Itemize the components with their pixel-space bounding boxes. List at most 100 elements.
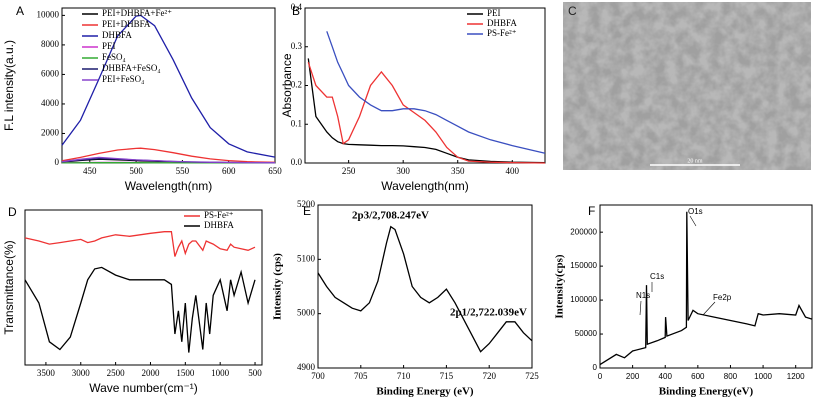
panel: 4900 5000 5100 5200 700 705 710 715 720 725 Bindin… xyxy=(272,199,540,397)
x-tick-label: 300 xyxy=(396,166,410,176)
x-axis-label: Binding Energy(eV) xyxy=(659,386,754,398)
panel: 3500 3000 2500 2000 1500 1000 500 Wave number(c… xyxy=(2,205,263,395)
legend-label: DHBFA xyxy=(102,30,132,40)
legend-label: DHBFA xyxy=(204,220,234,230)
series-line xyxy=(317,225,533,353)
x-tick-label: 350 xyxy=(451,166,465,176)
x-tick-label: 705 xyxy=(354,371,368,381)
y-tick-label: 200000 xyxy=(570,227,597,236)
legend-label: PEI+FeSO₄ xyxy=(102,74,144,84)
legend-label: FeSO₄ xyxy=(102,52,126,62)
x-tick-label: 650 xyxy=(268,166,282,176)
tem-texture xyxy=(563,2,811,170)
y-tick-label: 5200 xyxy=(297,199,316,209)
x-tick-label: 720 xyxy=(482,371,496,381)
legend-label: PEI+DHBFA+Fe²⁺ xyxy=(102,8,172,18)
y-tick-label: 0.0 xyxy=(291,157,303,167)
series-line xyxy=(24,231,256,257)
x-tick-label: 0 xyxy=(598,372,603,381)
legend-label: PS-Fe²⁺ xyxy=(487,28,517,38)
plot-frame xyxy=(61,7,276,164)
x-tick-label: 710 xyxy=(397,371,411,381)
series-line xyxy=(61,147,276,163)
y-tick-label: 2000 xyxy=(41,128,60,138)
legend-label: PEI xyxy=(487,8,501,18)
series-line xyxy=(599,211,813,366)
annotation: N1s xyxy=(636,291,650,300)
annotation: Fe2p xyxy=(713,293,732,302)
panel-label: D xyxy=(8,205,17,219)
y-tick-label: 5100 xyxy=(297,253,316,263)
x-tick-label: 400 xyxy=(659,372,673,381)
annotation: O1s xyxy=(688,207,703,216)
y-tick-label: 0.1 xyxy=(291,118,302,128)
x-tick-label: 500 xyxy=(248,368,262,378)
x-tick-label: 600 xyxy=(222,166,236,176)
y-tick-label: 0.4 xyxy=(291,2,303,12)
legend-label: DHBFA+FeSO₄ xyxy=(102,63,161,73)
y-tick-label: 150000 xyxy=(570,261,597,270)
x-tick-label: 700 xyxy=(311,371,325,381)
series-line xyxy=(61,156,276,164)
y-tick-label: 50000 xyxy=(575,329,598,338)
annotation-pointer xyxy=(689,215,697,227)
x-tick-label: 715 xyxy=(440,371,454,381)
x-tick-label: 3000 xyxy=(72,368,91,378)
legend-label: PEI xyxy=(102,41,116,51)
series-line xyxy=(61,14,276,158)
x-tick-label: 1200 xyxy=(787,372,805,381)
x-axis-label: Wavelength(nm) xyxy=(381,179,469,193)
panel-label: B xyxy=(292,4,300,18)
y-axis-label: Absorbance xyxy=(280,53,294,117)
y-axis-label: Intensity (cps) xyxy=(272,253,284,320)
series-line xyxy=(307,62,546,164)
y-tick-label: 5000 xyxy=(297,308,316,318)
y-axis-label: Transmittance(%) xyxy=(2,240,16,334)
panel: 0 2000 4000 6000 8000 10000 450 500 550 600 650 Wav… xyxy=(2,4,282,193)
annotation: 2p3/2,708.247eV xyxy=(352,210,429,222)
x-axis-label: Binding Energy (eV) xyxy=(376,386,474,398)
panel-label: F xyxy=(588,204,595,218)
panel: 0.0 0.1 0.2 0.3 0.4 250 300 350 400 Wavelength(nm… xyxy=(280,2,546,193)
scale-bar-label: 20 nm xyxy=(687,158,703,164)
x-tick-label: 800 xyxy=(724,372,738,381)
x-tick-label: 250 xyxy=(342,166,356,176)
legend-label: PEI+DHBFA xyxy=(102,19,151,29)
panel: 0 50000 100000 150000 200000 0 200 400 600 800 100… xyxy=(554,204,813,398)
x-tick-label: 500 xyxy=(129,166,143,176)
y-tick-label: 8000 xyxy=(41,39,60,49)
x-tick-label: 600 xyxy=(691,372,705,381)
x-axis-label: Wave number(cm⁻¹) xyxy=(89,381,198,395)
x-tick-label: 2000 xyxy=(141,368,160,378)
panel-label: A xyxy=(16,4,24,18)
y-tick-label: 10000 xyxy=(37,9,60,19)
x-tick-label: 725 xyxy=(525,371,539,381)
x-tick-label: 3500 xyxy=(37,368,56,378)
y-tick-label: 0.2 xyxy=(291,80,302,90)
x-tick-label: 1000 xyxy=(754,372,772,381)
y-tick-label: 100000 xyxy=(570,295,597,304)
x-axis-label: Wavelength(nm) xyxy=(125,179,213,193)
series-line xyxy=(24,266,256,353)
x-tick-label: 450 xyxy=(83,166,97,176)
plot-frame xyxy=(24,209,263,366)
series-line xyxy=(326,31,546,154)
y-tick-label: 0 xyxy=(593,363,598,372)
legend-label: DHBFA xyxy=(487,18,517,28)
y-tick-label: 4900 xyxy=(297,362,316,372)
y-tick-label: 0.3 xyxy=(291,41,303,51)
x-tick-label: 2500 xyxy=(107,368,126,378)
legend-label: PS-Fe²⁺ xyxy=(204,210,234,220)
y-tick-label: 6000 xyxy=(41,68,60,78)
y-tick-label: 4000 xyxy=(41,98,60,108)
x-tick-label: 550 xyxy=(176,166,190,176)
annotation-pointer xyxy=(639,300,642,316)
x-tick-label: 1000 xyxy=(211,368,230,378)
x-tick-label: 1500 xyxy=(176,368,195,378)
panel-label: C xyxy=(568,4,577,18)
annotation: C1s xyxy=(650,272,664,281)
x-tick-label: 400 xyxy=(506,166,520,176)
y-axis-label: F.L intensity(a.u.) xyxy=(2,40,16,131)
y-axis-label: Intensity(cps) xyxy=(554,254,566,319)
